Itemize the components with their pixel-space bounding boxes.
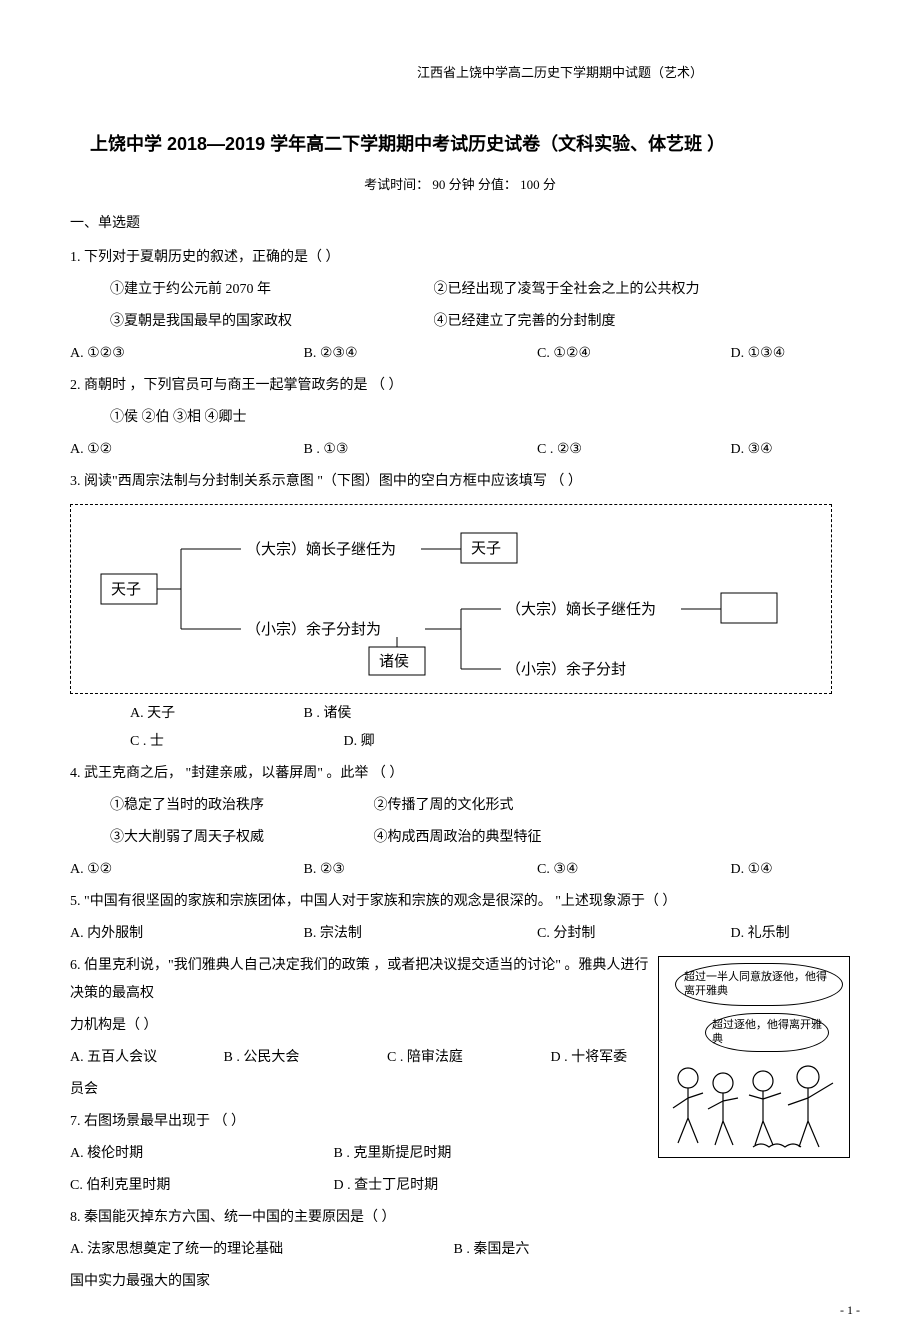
time-score: 考试时间： 90 分钟 分值： 100 分 [70,172,850,198]
diagram-dz-right: （大宗）嫡长子继任为 [506,600,656,618]
q4-opt-c: C. ③④ [537,856,667,884]
q3-opt-d: D. 卿 [344,728,375,756]
q1-stem: 1. 下列对于夏朝历史的叙述，正确的是（ ） [70,244,850,272]
q7-options-row2: C. 伯利克里时期 D . 查士丁尼时期 [70,1172,850,1200]
q7-opt-a: A. 梭伦时期 [70,1140,270,1168]
q5-opt-a: A. 内外服制 [70,920,240,948]
q4-s4: ④构成西周政治的典型特征 [374,830,542,845]
q1-sub-row2: ③夏朝是我国最早的国家政权 ④已经建立了完善的分封制度 [70,308,850,336]
q3-opt-c2: C . 士 [130,728,280,756]
diagram-tianzi-right: 天子 [471,540,501,557]
q4-s1: ①稳定了当时的政治秩序 [110,792,370,820]
page-number: - 1 - [840,1298,860,1322]
q4-s2: ②传播了周的文化形式 [374,798,514,813]
q5-options: A. 内外服制 B. 宗法制 C. 分封制 D. 礼乐制 [70,920,850,948]
q1-s4: ④已经建立了完善的分封制度 [434,314,616,329]
cartoon-image: 超过一半人同意放逐他，他得离开雅典 超过逐他，他得离开雅典 [658,956,850,1158]
q4-opt-b: B. ②③ [304,856,474,884]
q6-opt-b: B . 公民大会 [224,1044,344,1072]
q6-opt-a: A. 五百人会议 [70,1044,180,1072]
diagram-zhuhou: 诸侯 [379,653,409,670]
q4-stem: 4. 武王克商之后， "封建亲戚，以蕃屏周" 。此举 （ ） [70,760,850,788]
q4-sub-row2: ③大大削弱了周天子权威 ④构成西周政治的典型特征 [70,824,850,852]
q5-stem: 5. "中国有很坚固的家族和宗族团体，中国人对于家族和宗族的观念是很深的。 "上… [70,888,850,916]
q3-opt-a: A. 天子 [130,700,240,728]
diagram-dz-top: （大宗）嫡长子继任为 [246,540,396,558]
q7-opt-c: C. 伯利克里时期 [70,1172,270,1200]
q8-opt-b: B . 秦国是六 [454,1236,530,1264]
cartoon-bubble-1: 超过一半人同意放逐他，他得离开雅典 [675,963,843,1006]
q7-opt-b: B . 克里斯提尼时期 [334,1140,452,1168]
q4-sub-row1: ①稳定了当时的政治秩序 ②传播了周的文化形式 [70,792,850,820]
q1-opt-a: A. ①②③ [70,340,240,368]
q8-options-row1: A. 法家思想奠定了统一的理论基础 B . 秦国是六 [70,1236,850,1264]
q1-opt-c: C. ①②④ [537,340,667,368]
q2-stem: 2. 商朝时 ，下列官员可与商王一起掌管政务的是 （ ） [70,372,850,400]
q2-opt-b: B . ①③ [304,436,474,464]
q4-opt-a: A. ①② [70,856,240,884]
diagram-tianzi-left: 天子 [111,581,141,598]
q1-opt-d: D. ①③④ [731,340,786,368]
q2-opt-d: D. ③④ [731,436,773,464]
q4-options: A. ①② B. ②③ C. ③④ D. ①④ [70,856,850,884]
q4-opt-d: D. ①④ [731,856,773,884]
q1-s3: ③夏朝是我国最早的国家政权 [110,308,430,336]
q1-options: A. ①②③ B. ②③④ C. ①②④ D. ①③④ [70,340,850,368]
cartoon-figures [663,1043,843,1153]
q2-options: A. ①② B . ①③ C . ②③ D. ③④ [70,436,850,464]
q1-s1: ①建立于约公元前 2070 年 [110,276,430,304]
q7-opt-d: D . 查士丁尼时期 [334,1172,439,1200]
diagram-xz-right: （小宗）余子分封 [506,660,626,678]
q5-opt-d: D. 礼乐制 [731,920,790,948]
q6-opt-c: C . 陪审法庭 [387,1044,507,1072]
q8-stem: 8. 秦国能灭掉东方六国、统一中国的主要原因是（ ） [70,1204,850,1232]
q1-sub-row1: ①建立于约公元前 2070 年 ②已经出现了凌驾于全社会之上的公共权力 [70,276,850,304]
q4-s3: ③大大削弱了周天子权威 [110,824,370,852]
q2-opt-a: A. ①② [70,436,240,464]
q3-opt-b: B . 诸侯 [304,700,434,728]
diagram-svg: 天子 （大宗）嫡长子继任为 天子 （小宗）余子分封为 诸侯 （大宗）嫡长子继任为… [81,519,801,679]
q5-opt-b: B. 宗法制 [304,920,474,948]
q8-opt-b-line2: 国中实力最强大的国家 [70,1268,850,1296]
q2-opt-c: C . ②③ [537,436,667,464]
q8-opt-a: A. 法家思想奠定了统一的理论基础 [70,1236,450,1264]
header-note: 江西省上饶中学高二历史下学期期中试题（艺术） [270,60,850,86]
q5-opt-c: C. 分封制 [537,920,667,948]
q3-options: A. 天子 B . 诸侯 C . 士 D. 卿 [70,700,850,756]
exam-title: 上饶中学 2018—2019 学年高二下学期期中考试历史试卷（文科实验、体艺班 … [90,126,850,162]
q1-s2: ②已经出现了凌驾于全社会之上的公共权力 [434,282,700,297]
q6-opt-d: D . 十将军委 [551,1044,628,1072]
q2-sub: ①侯 ②伯 ③相 ④卿士 [70,404,850,432]
q1-opt-b: B. ②③④ [304,340,474,368]
section-heading: 一、单选题 [70,210,850,238]
q3-stem: 3. 阅读"西周宗法制与分封制关系示意图 "（下图）图中的空白方框中应该填写 （… [70,468,850,496]
diagram-xz-top: （小宗）余子分封为 [246,620,381,638]
q3-diagram: 天子 （大宗）嫡长子继任为 天子 （小宗）余子分封为 诸侯 （大宗）嫡长子继任为… [70,504,832,694]
